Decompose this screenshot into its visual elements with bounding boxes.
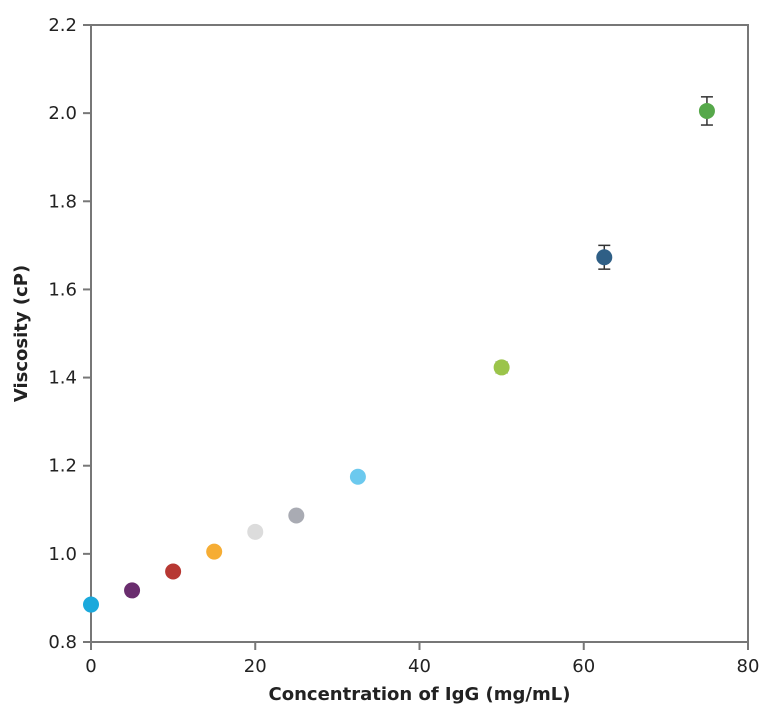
y-axis-title: Viscosity (cP) <box>11 265 32 402</box>
y-tick-label: 2.0 <box>48 103 77 124</box>
y-tick-label: 1.4 <box>48 368 77 389</box>
data-point <box>698 102 715 119</box>
data-point <box>493 359 510 376</box>
x-axis-title: Concentration of IgG (mg/mL) <box>269 684 571 705</box>
data-point <box>165 563 182 580</box>
data-point <box>596 249 613 266</box>
y-tick-label: 2.2 <box>48 15 77 36</box>
x-tick-label: 40 <box>408 656 431 677</box>
axes <box>90 24 749 643</box>
data-point <box>247 523 264 540</box>
data-point <box>349 468 366 485</box>
data-point <box>83 596 99 613</box>
data-point <box>288 507 305 524</box>
data-point <box>206 543 223 560</box>
y-tick-label: 1.2 <box>48 456 77 477</box>
y-tick-label: 1.0 <box>48 544 77 565</box>
x-tick-label: 60 <box>572 656 595 677</box>
plot-frame <box>90 24 749 643</box>
y-tick-label: 0.8 <box>48 632 77 653</box>
data-point <box>124 582 141 599</box>
x-tick-label: 0 <box>85 656 96 677</box>
x-tick-label: 20 <box>244 656 267 677</box>
ticks: 0 20 40 60 80 0.8 1.0 1.2 1.4 1.6 1.8 2.0 2.2 <box>48 15 759 677</box>
x-tick-label: 80 <box>737 656 760 677</box>
y-tick-label: 1.8 <box>48 191 77 212</box>
y-tick-label: 1.6 <box>48 279 77 300</box>
data-points <box>83 96 715 613</box>
